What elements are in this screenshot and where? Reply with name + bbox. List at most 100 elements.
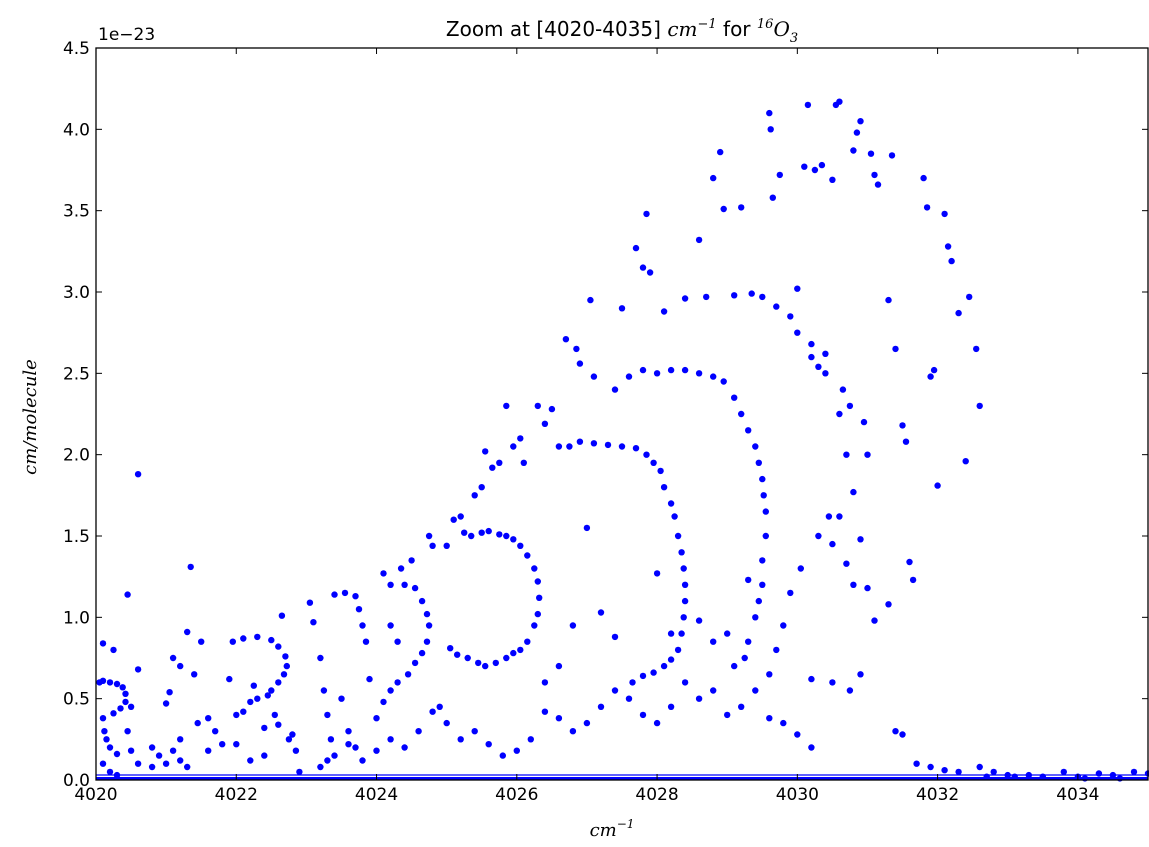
data-point xyxy=(660,308,668,315)
data-point xyxy=(769,194,776,201)
data-point xyxy=(177,736,184,743)
data-point xyxy=(955,768,962,776)
data-point xyxy=(569,728,577,735)
data-point xyxy=(198,638,205,645)
data-point xyxy=(710,174,717,182)
data-point xyxy=(653,570,661,577)
data-point xyxy=(397,565,405,572)
data-point xyxy=(345,728,352,735)
data-point xyxy=(787,589,794,597)
data-point xyxy=(720,378,727,385)
data-point xyxy=(527,736,534,743)
data-point xyxy=(261,724,268,732)
data-point xyxy=(667,703,675,710)
data-point xyxy=(776,171,783,179)
data-point xyxy=(268,687,275,694)
data-point xyxy=(760,492,767,499)
data-point xyxy=(387,581,394,588)
data-point xyxy=(250,682,257,689)
data-point xyxy=(191,671,198,678)
data-point xyxy=(829,176,836,183)
data-point xyxy=(955,309,962,317)
data-point xyxy=(653,370,661,377)
data-point xyxy=(194,719,201,727)
data-point xyxy=(110,646,117,654)
data-point xyxy=(513,747,520,754)
data-point xyxy=(520,459,527,466)
data-point xyxy=(320,687,328,694)
data-point xyxy=(853,129,861,136)
data-point xyxy=(766,109,773,117)
y-tick-label: 0.0 xyxy=(63,771,90,791)
data-point xyxy=(846,402,854,410)
data-point xyxy=(773,646,780,654)
data-point xyxy=(899,422,906,429)
data-point xyxy=(794,731,801,738)
plot-frame xyxy=(95,47,1149,781)
data-point xyxy=(99,715,107,722)
data-point xyxy=(720,205,727,213)
data-point xyxy=(429,542,436,549)
data-point xyxy=(646,269,654,276)
data-point xyxy=(166,689,173,696)
data-point xyxy=(681,597,689,605)
data-point xyxy=(934,482,941,489)
data-point xyxy=(478,529,485,536)
data-point xyxy=(282,653,289,660)
data-point xyxy=(660,662,668,670)
data-point xyxy=(464,654,471,662)
data-point xyxy=(205,747,212,754)
x-tick-label: 4028 xyxy=(635,785,678,805)
data-point xyxy=(485,527,492,535)
data-point xyxy=(278,612,286,619)
data-point xyxy=(660,484,668,491)
data-point xyxy=(485,741,492,748)
data-point xyxy=(162,700,170,707)
data-point xyxy=(643,451,650,458)
data-point xyxy=(767,126,774,133)
data-point xyxy=(404,671,412,678)
data-point xyxy=(680,614,687,621)
data-point xyxy=(275,721,282,728)
data-point xyxy=(212,728,219,735)
data-point xyxy=(517,646,524,654)
data-point xyxy=(113,750,121,758)
data-point xyxy=(885,601,892,608)
data-point xyxy=(510,536,517,543)
title-species: O xyxy=(773,17,789,41)
data-point xyxy=(489,464,496,471)
data-point xyxy=(366,675,373,683)
data-point xyxy=(229,638,236,645)
y-axis-label: cm/molecule xyxy=(20,359,41,475)
data-point xyxy=(625,695,633,702)
data-point xyxy=(738,703,745,710)
data-point xyxy=(966,293,973,301)
data-point xyxy=(254,695,261,702)
data-point xyxy=(541,708,549,715)
data-point xyxy=(531,622,538,629)
data-point xyxy=(285,736,293,743)
data-point xyxy=(124,728,131,735)
data-point xyxy=(794,285,801,292)
data-point xyxy=(731,394,738,401)
data-point xyxy=(352,744,359,751)
data-point xyxy=(289,731,296,738)
data-point xyxy=(555,662,563,670)
data-point xyxy=(604,441,612,449)
data-point xyxy=(857,671,864,678)
data-point xyxy=(268,636,275,644)
data-point xyxy=(920,174,927,182)
data-point xyxy=(541,679,549,686)
y-tick-labels: 0.0 0.5 1.0 1.5 2.0 2.5 3.0 3.5 4.0 4.5 xyxy=(63,39,90,791)
data-point xyxy=(461,529,468,536)
data-point xyxy=(345,741,352,748)
axis-ticks xyxy=(95,47,1148,781)
data-point xyxy=(618,443,626,450)
data-point xyxy=(124,591,131,598)
data-point xyxy=(913,760,920,767)
title-unit-exp: −1 xyxy=(698,17,717,32)
data-point xyxy=(478,484,485,491)
data-point xyxy=(724,711,731,719)
data-point xyxy=(536,594,543,601)
data-point xyxy=(667,630,675,637)
